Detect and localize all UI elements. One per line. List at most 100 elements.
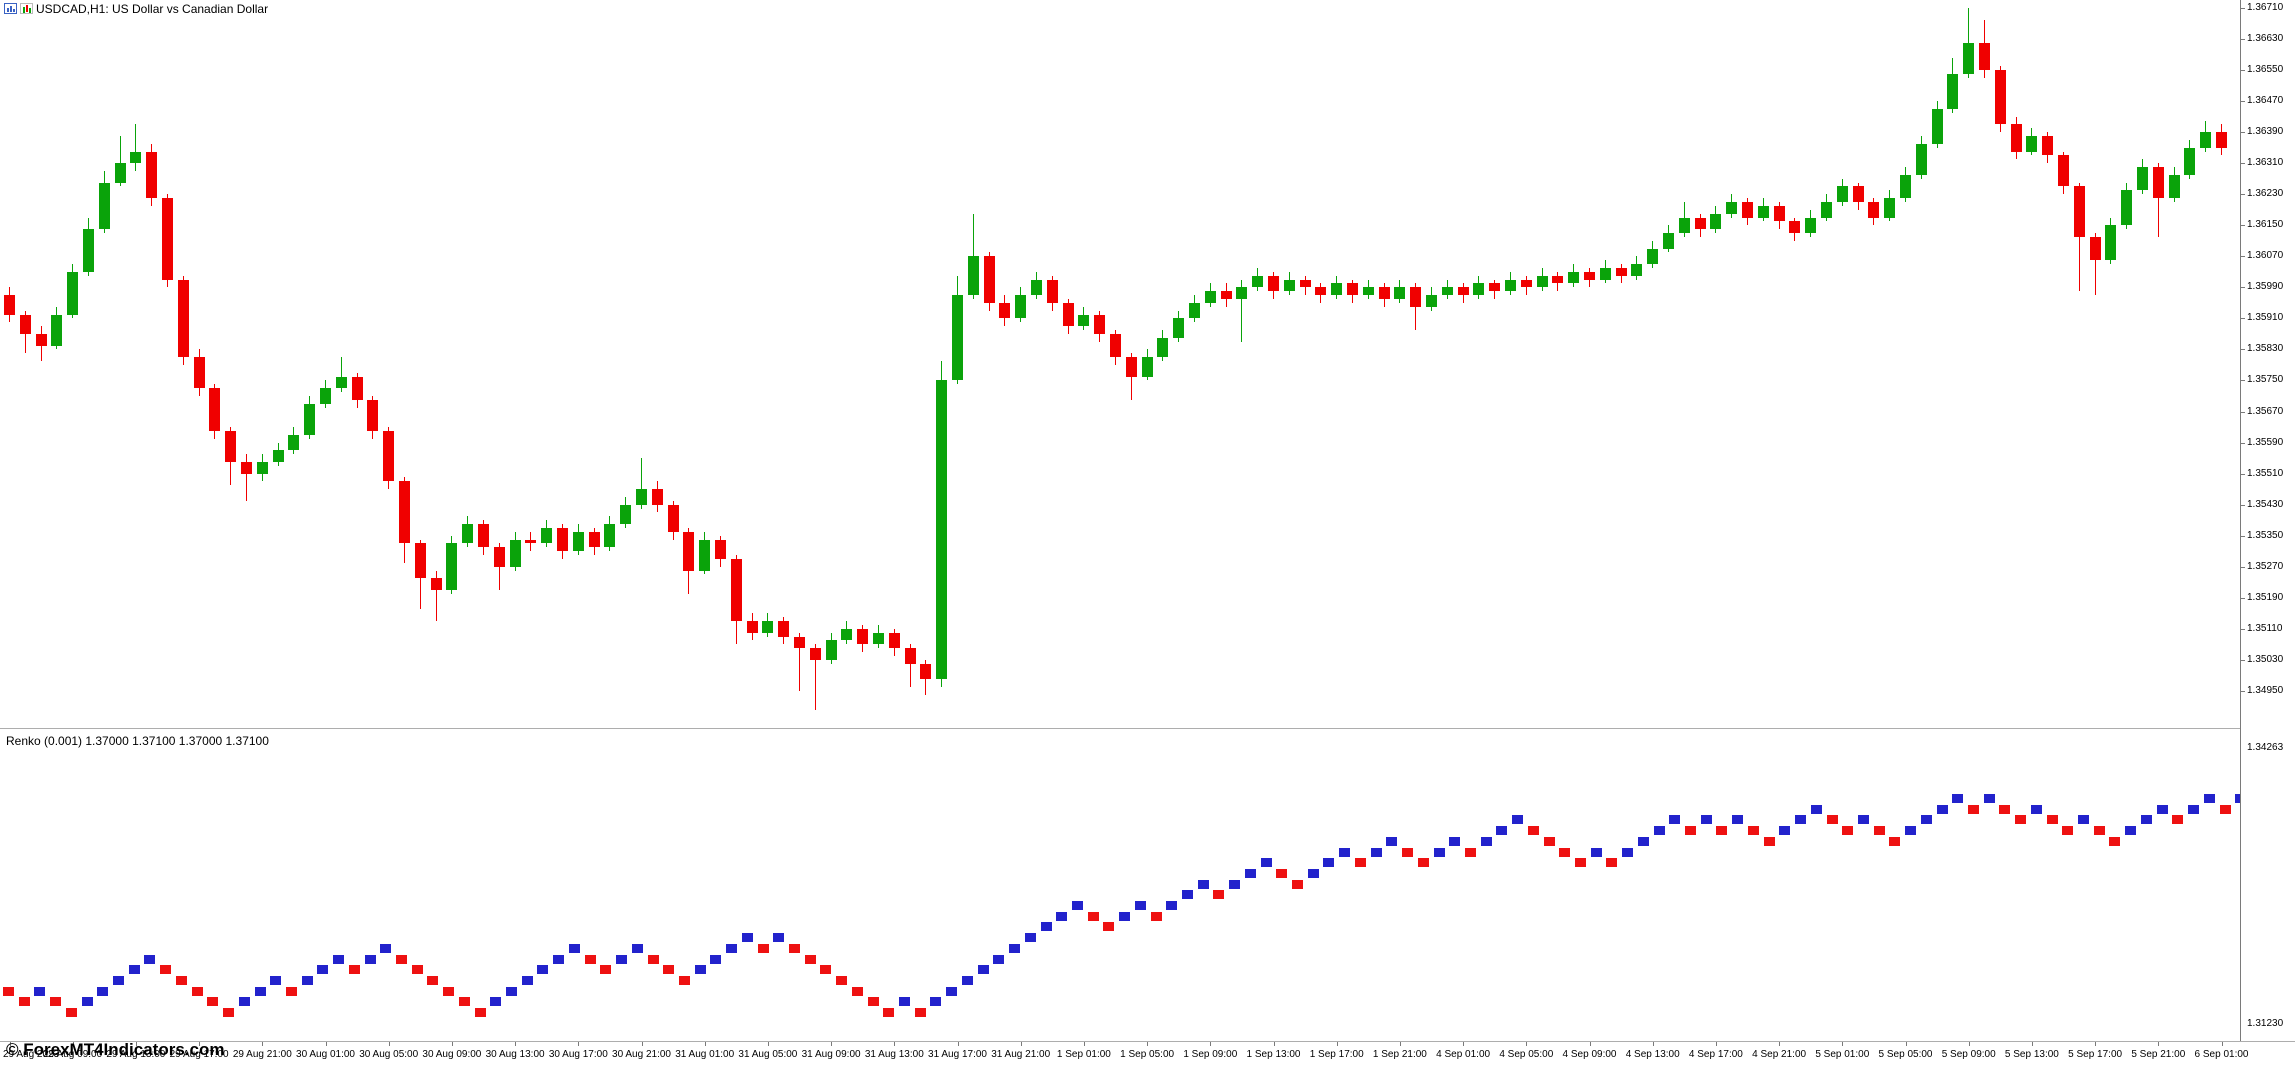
candle — [730, 558, 742, 622]
candle — [1189, 302, 1200, 319]
candle — [2105, 225, 2117, 261]
renko-brick — [2188, 804, 2200, 814]
renko-brick — [1213, 890, 1225, 900]
price-axis-label: 1.36470 — [2247, 95, 2284, 107]
renko-brick — [2093, 826, 2105, 836]
pane-separator[interactable] — [0, 728, 2240, 729]
renko-brick — [1857, 815, 1869, 825]
renko-brick — [3, 986, 14, 996]
renko-brick — [647, 954, 659, 964]
candle — [1584, 271, 1595, 280]
candle — [1220, 291, 1232, 299]
candle — [1299, 279, 1311, 288]
candle — [1110, 333, 1121, 358]
time-axis-tick — [2158, 1042, 2160, 1046]
candle — [983, 256, 995, 303]
main-chart-pane[interactable]: USDCAD,H1: US Dollar vs Canadian Dollar — [0, 0, 2240, 728]
time-axis-label: 29 Aug 17:00 — [169, 1049, 229, 1060]
candle-wick — [1241, 279, 1243, 342]
renko-subwindow[interactable]: Renko (0.001) 1.37000 1.37100 1.37000 1.… — [0, 729, 2240, 1041]
time-axis-tick — [1779, 1042, 1781, 1046]
candle-wick — [2094, 233, 2096, 296]
price-axis-tick — [2241, 566, 2245, 568]
sub-axis-label: 1.31230 — [2247, 1018, 2284, 1029]
candle — [1647, 248, 1659, 265]
renko-brick — [1229, 879, 1241, 889]
time-axis-tick — [1273, 1042, 1275, 1046]
renko-brick — [1889, 836, 1901, 846]
candle — [1678, 217, 1690, 234]
candle — [1931, 108, 1943, 144]
renko-brick — [2172, 815, 2184, 825]
price-axis-tick — [2241, 8, 2245, 9]
time-axis-label: 5 Sep 13:00 — [2004, 1049, 2059, 1060]
candle — [2089, 236, 2101, 261]
renko-brick — [521, 975, 533, 985]
candle — [1568, 271, 1580, 284]
renko-brick — [2125, 826, 2137, 836]
price-axis-label: 1.36710 — [2247, 2, 2284, 13]
renko-brick — [2219, 804, 2231, 814]
price-axis-label: 1.35670 — [2247, 405, 2284, 417]
candle — [1410, 287, 1422, 307]
candle-wick — [814, 644, 816, 711]
time-axis-label: 1 Sep 17:00 — [1309, 1049, 1364, 1060]
time-axis[interactable]: 29 Aug 2023 29 Aug 09:00 29 Aug 13:00 29 Au… — [0, 1041, 2295, 1074]
sub-axis-label: 1.34263 — [2247, 742, 2284, 753]
price-axis[interactable]: 1.36710 1.36630 1.36550 1.36470 1.36390 1.363… — [2240, 0, 2295, 1041]
time-axis-tick — [578, 1042, 580, 1046]
candle — [1536, 275, 1548, 288]
renko-brick — [1732, 815, 1744, 825]
time-axis-tick — [2221, 1042, 2223, 1046]
candle — [493, 547, 505, 567]
candle — [1125, 357, 1137, 377]
renko-brick — [427, 975, 439, 985]
time-axis-tick — [1336, 1042, 1338, 1046]
candle — [1947, 73, 1959, 109]
time-axis-label: 30 Aug 05:00 — [359, 1049, 419, 1060]
candle — [857, 628, 869, 645]
candle — [1868, 202, 1880, 218]
candle — [177, 279, 189, 358]
candle — [762, 621, 774, 633]
candle — [272, 450, 284, 462]
price-axis-label: 1.35270 — [2247, 560, 2284, 572]
renko-brick — [1370, 847, 1382, 857]
renko-brick — [2140, 815, 2152, 825]
candle — [525, 539, 537, 544]
time-axis-label: 4 Sep 05:00 — [1499, 1049, 1554, 1060]
renko-brick — [1119, 911, 1131, 921]
renko-brick — [2015, 815, 2027, 825]
renko-brick — [1747, 826, 1759, 836]
renko-brick — [1826, 815, 1838, 825]
renko-brick — [97, 986, 109, 996]
candle — [620, 504, 632, 525]
candle — [2042, 136, 2054, 156]
candle — [288, 434, 300, 451]
renko-brick — [1417, 858, 1429, 868]
renko-brick — [867, 997, 879, 1007]
candle-wick — [1130, 353, 1132, 400]
time-axis-label: 1 Sep 13:00 — [1246, 1049, 1301, 1060]
time-axis-tick — [1652, 1042, 1654, 1046]
chart-title: USDCAD,H1: US Dollar vs Canadian Dollar — [36, 2, 269, 16]
price-axis-tick — [2241, 101, 2245, 103]
renko-brick — [1433, 847, 1445, 857]
candle — [114, 163, 126, 183]
indicator-label: Renko (0.001) 1.37000 1.37100 1.37000 1.… — [6, 734, 269, 748]
renko-brick — [631, 943, 643, 953]
candle — [2137, 167, 2148, 191]
candle-wick — [2078, 182, 2080, 292]
price-axis-tick — [2241, 597, 2245, 599]
time-axis-label: 31 Aug 01:00 — [675, 1049, 735, 1060]
renko-brick — [348, 965, 360, 975]
renko-brick — [2156, 804, 2168, 814]
renko-brick — [223, 1008, 235, 1017]
candle — [193, 357, 205, 389]
candle — [1078, 314, 1090, 327]
price-axis-tick — [2241, 132, 2245, 134]
price-axis-label: 1.35190 — [2247, 591, 2284, 603]
time-axis-tick — [325, 1042, 327, 1046]
renko-brick — [1150, 911, 1162, 921]
candle — [98, 182, 110, 230]
